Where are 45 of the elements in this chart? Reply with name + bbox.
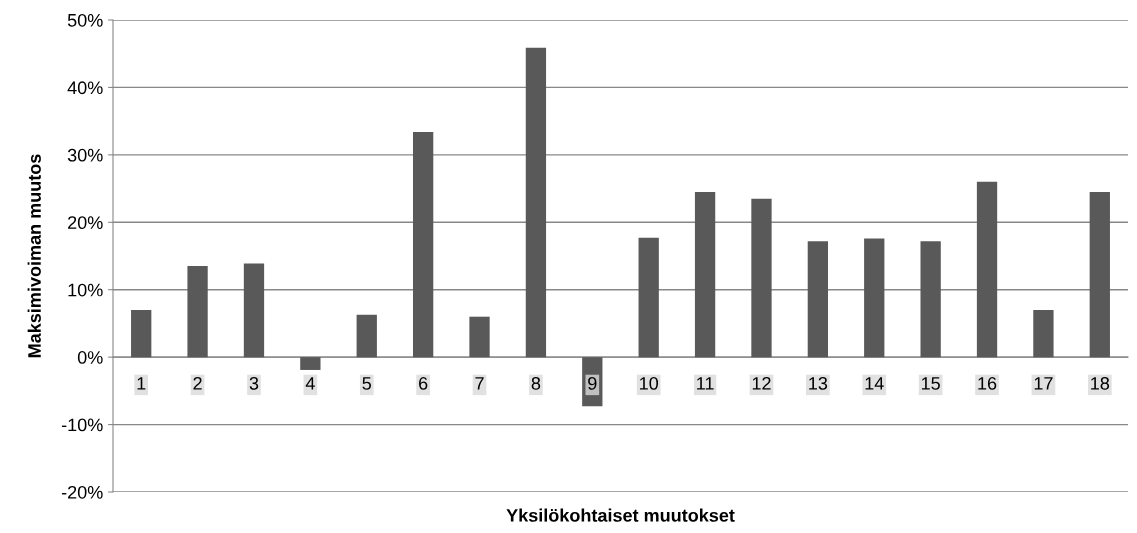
x-tick-label: 17 (1034, 377, 1053, 390)
y-tick-label: 50% (67, 13, 103, 27)
bar (469, 316, 490, 358)
y-tick-label: -10% (61, 418, 103, 432)
bar (356, 314, 377, 358)
y-tick-label: -20% (61, 485, 103, 499)
bar (1089, 191, 1110, 358)
y-tick-label: 10% (68, 283, 103, 297)
x-tick-label: 8 (531, 376, 541, 390)
x-tick-label: 7 (475, 377, 484, 390)
bar (976, 181, 998, 358)
x-tick-label: 11 (697, 377, 714, 390)
x-tick-label: 15 (921, 377, 940, 390)
y-tick-label: 0% (77, 351, 103, 364)
bar (412, 131, 434, 358)
y-axis-title: Maksimivoiman muutos (27, 154, 41, 358)
x-tick-label: 6 (419, 376, 428, 390)
x-tick-label: 13 (809, 376, 828, 390)
x-tick-label: 14 (865, 377, 884, 390)
y-tick-label: 40% (67, 81, 103, 95)
bar (131, 309, 152, 358)
bar (807, 241, 829, 358)
bar (243, 263, 265, 358)
x-tick-label: 18 (1091, 376, 1110, 390)
y-tick-label: 30% (67, 148, 103, 162)
x-axis-title: Yksilökohtaiset muutokset (506, 508, 735, 522)
x-tick-label: 12 (752, 376, 771, 390)
y-tick-label: 20% (68, 216, 103, 230)
bar (187, 266, 208, 358)
bar (694, 191, 716, 358)
x-tick-label: 1 (137, 377, 146, 390)
bar (525, 47, 547, 358)
bar (920, 241, 941, 358)
x-tick-label: 2 (193, 376, 202, 390)
x-tick-label: 16 (978, 376, 997, 390)
bar (864, 238, 885, 358)
x-tick-label: 5 (362, 377, 372, 390)
bar (300, 357, 321, 370)
x-tick-label: 10 (640, 376, 659, 390)
x-tick-label: 3 (249, 376, 259, 390)
bar (751, 198, 772, 358)
bar (1033, 309, 1054, 358)
bar (638, 237, 659, 358)
x-tick-label: 9 (588, 376, 597, 390)
x-tick-label: 4 (305, 377, 315, 390)
